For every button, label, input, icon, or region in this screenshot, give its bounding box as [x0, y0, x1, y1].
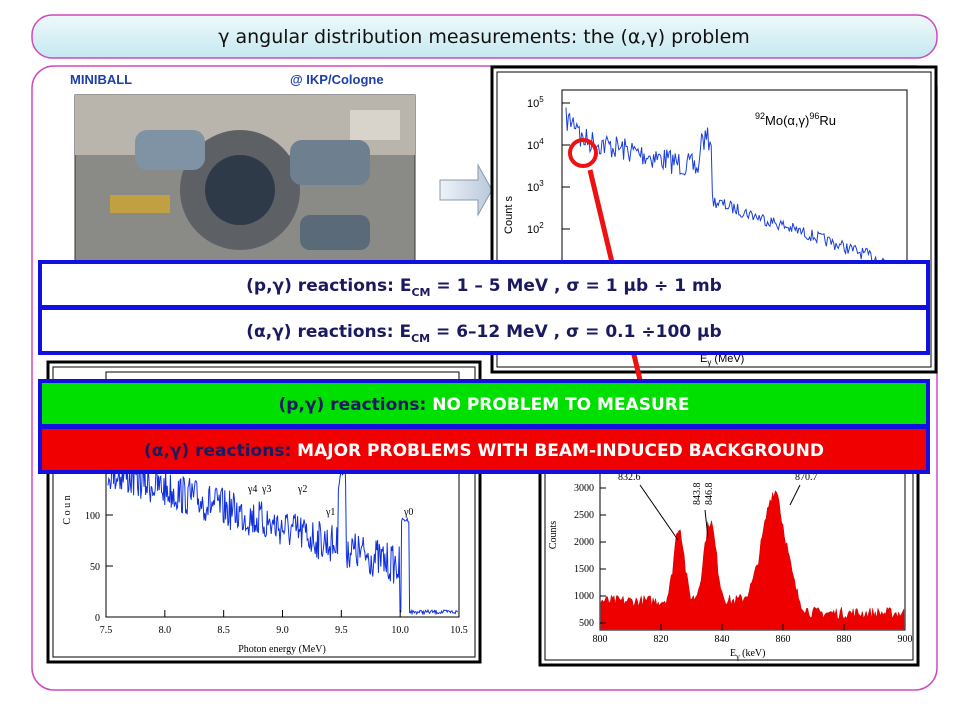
text: E	[700, 353, 707, 365]
peak-label: 843.8	[692, 483, 703, 506]
note-box	[38, 260, 930, 309]
y-tick-label: 103	[527, 179, 544, 194]
x-tick-label: 820	[654, 634, 669, 645]
x-axis-label: Photon energy (MeV)	[238, 644, 326, 655]
text: (keV)	[740, 648, 766, 659]
reaction-label: 92Mo(α,γ)96Ru	[755, 111, 836, 128]
y-axis-label: Counts	[548, 521, 559, 549]
text: = 6–12 MeV , σ = 0.1 ÷100 µb	[430, 322, 722, 342]
note-text: (p,γ) reactions: ECM = 1 – 5 MeV , σ = 1…	[246, 276, 722, 299]
x-tick-label: 10.5	[450, 625, 468, 636]
text: E	[730, 648, 736, 659]
status-box	[38, 425, 930, 474]
peak-label: γ3	[261, 484, 271, 495]
x-tick-label: 840	[715, 634, 730, 645]
text: (p,γ) reactions:	[279, 395, 433, 415]
arrow	[439, 163, 493, 217]
sub: CM	[411, 286, 430, 299]
y-tick-label: 3000	[574, 483, 594, 494]
exponent: 4	[539, 137, 544, 146]
note-text: (α,γ) reactions: ECM = 6–12 MeV , σ = 0.…	[246, 322, 721, 345]
peak-label: γ0	[403, 507, 413, 518]
base: 10	[527, 140, 539, 152]
peak-label: 832.6	[618, 472, 641, 483]
text: (MeV)	[711, 353, 744, 365]
y-tick-label: 500	[579, 618, 594, 629]
status-text: (p,γ) reactions: NO PROBLEM TO MEASURE	[279, 395, 690, 415]
exponent: 2	[539, 221, 544, 230]
y-tick-label: 2000	[574, 537, 594, 548]
x-axis-label: Eγ (keV)	[730, 648, 765, 661]
text: = 1 – 5 MeV , σ = 1 µb ÷ 1 mb	[430, 276, 721, 296]
x-tick-label: 8.5	[217, 625, 230, 636]
text: Mo(α,γ)	[765, 113, 809, 128]
x-axis-label: Eγ (MeV)	[700, 353, 744, 367]
base: 10	[527, 98, 539, 110]
y-tick-label: 50	[90, 562, 100, 573]
highlight: MAJOR PROBLEMS WITH BEAM-INDUCED BACKGRO…	[297, 441, 824, 461]
y-tick-label: 100	[85, 511, 100, 522]
text: (p,γ) reactions: E	[246, 276, 411, 296]
sub: γ	[735, 652, 740, 661]
photo-label: MINIBALL	[70, 72, 132, 87]
peak-label: γ4	[247, 484, 257, 495]
photo	[74, 94, 416, 271]
y-tick-label: 0	[95, 613, 100, 624]
x-tick-label: 860	[776, 634, 791, 645]
sub: γ	[707, 358, 711, 367]
photo-label: @ IKP/Cologne	[290, 72, 384, 87]
y-axis-label: C o u n	[62, 495, 73, 524]
x-tick-label: 10.0	[391, 625, 409, 636]
peak-label: γ1	[325, 507, 335, 518]
highlight: NO PROBLEM TO MEASURE	[432, 395, 689, 415]
status-box	[38, 379, 930, 428]
base: 10	[527, 224, 539, 236]
y-tick-label: 102	[527, 221, 544, 236]
text: Ru	[819, 113, 836, 128]
y-axis-label: Count s	[503, 196, 515, 234]
title-bar	[31, 14, 938, 59]
y-tick-label: 1000	[574, 591, 594, 602]
x-tick-label: 9.0	[276, 625, 289, 636]
text: (α,γ) reactions: E	[246, 322, 411, 342]
base: 10	[527, 182, 539, 194]
peak-label: γ2	[297, 484, 307, 495]
note-box	[38, 306, 930, 355]
peak-label: 846.8	[704, 483, 715, 506]
sup: 92	[755, 111, 765, 121]
y-tick-label: 2500	[574, 510, 594, 521]
exponent: 3	[539, 179, 544, 188]
sub: CM	[411, 332, 430, 345]
overlay-boxes: (p,γ) reactions: ECM = 1 – 5 MeV , σ = 1…	[38, 260, 930, 474]
y-tick-label: 104	[527, 137, 544, 152]
x-tick-label: 900	[898, 634, 913, 645]
title: γ angular distribution measurements: the…	[218, 26, 750, 48]
y-tick-label: 1500	[574, 564, 594, 575]
x-tick-label: 880	[837, 634, 852, 645]
x-tick-label: 800	[593, 634, 608, 645]
peak-label: 870.7	[795, 472, 818, 483]
status-text: (α,γ) reactions: MAJOR PROBLEMS WITH BEA…	[144, 441, 824, 461]
x-tick-label: 8.0	[159, 625, 172, 636]
x-tick-label: 7.5	[100, 625, 113, 636]
sup: 96	[809, 111, 819, 121]
exponent: 5	[539, 95, 544, 104]
y-tick-label: 105	[527, 95, 544, 110]
text: (α,γ) reactions:	[144, 441, 297, 461]
x-tick-label: 9.5	[335, 625, 348, 636]
